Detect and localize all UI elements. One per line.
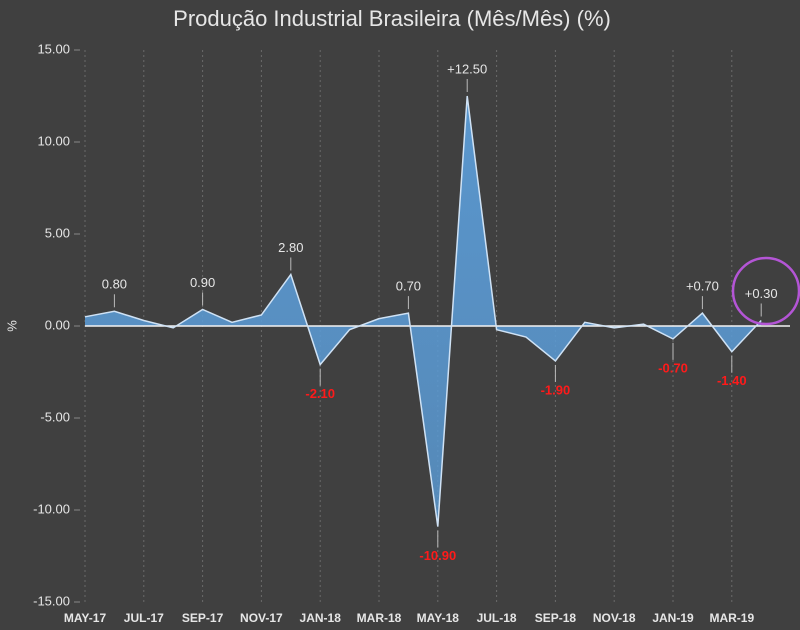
x-tick-label: SEP-18 xyxy=(535,611,577,625)
data-label: -1.90 xyxy=(541,382,571,397)
x-tick-label: JAN-19 xyxy=(652,611,694,625)
y-axis-label: % xyxy=(4,320,19,332)
x-tick-label: NOV-18 xyxy=(593,611,636,625)
data-label: 0.90 xyxy=(190,275,215,290)
data-label: +0.30 xyxy=(745,286,778,301)
highlight-circle xyxy=(731,256,800,326)
x-tick-label: MAY-17 xyxy=(64,611,107,625)
x-tick-label: JUL-17 xyxy=(124,611,164,625)
x-tick-label: MAR-19 xyxy=(709,611,754,625)
y-tick-label: -15.00 xyxy=(33,593,70,608)
x-tick-label: NOV-17 xyxy=(240,611,283,625)
data-label: +0.70 xyxy=(686,279,719,294)
y-tick-label: 5.00 xyxy=(45,225,70,240)
x-tick-label: JAN-18 xyxy=(300,611,342,625)
y-tick-label: 0.00 xyxy=(45,317,70,332)
x-tick-label: MAY-18 xyxy=(417,611,460,625)
data-label: -10.90 xyxy=(419,548,456,563)
data-label: 2.80 xyxy=(278,240,303,255)
y-tick-label: 10.00 xyxy=(37,133,70,148)
y-tick-label: 15.00 xyxy=(37,41,70,56)
line xyxy=(84,95,762,527)
x-tick-label: SEP-17 xyxy=(182,611,224,625)
data-label: -2.10 xyxy=(305,386,335,401)
x-tick-label: JUL-18 xyxy=(477,611,517,625)
data-label: +12.50 xyxy=(447,61,487,76)
data-label: -0.70 xyxy=(658,360,688,375)
data-label: -1.40 xyxy=(717,373,747,388)
data-label: 0.70 xyxy=(396,279,421,294)
data-label: 0.80 xyxy=(102,277,127,292)
y-tick-label: -10.00 xyxy=(33,501,70,516)
y-tick-label: -5.00 xyxy=(40,409,70,424)
chart-title: Produção Industrial Brasileira (Mês/Mês)… xyxy=(173,6,611,31)
x-tick-label: MAR-18 xyxy=(357,611,402,625)
